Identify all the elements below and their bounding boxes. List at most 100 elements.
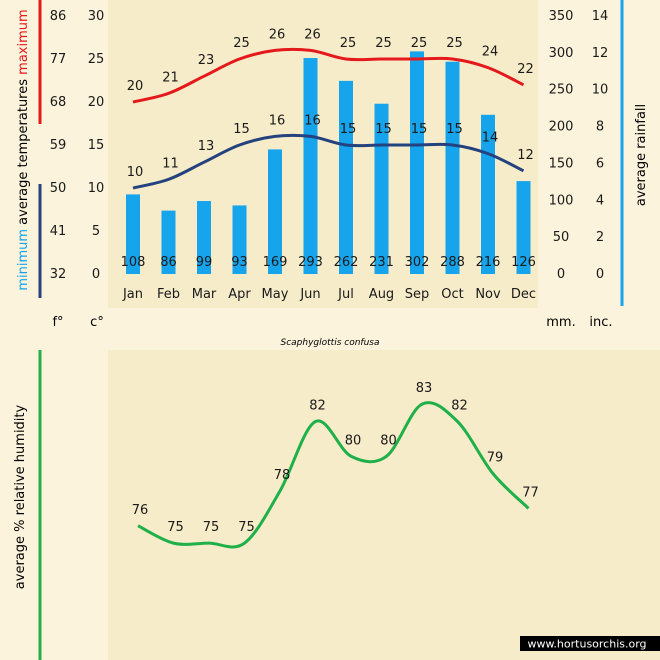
tick-c: 15 [88,138,105,153]
rainfall-bar [161,210,176,274]
rainfall-labels: 108 86 99 93 169 293 262 231 302 288 216 126 [121,255,536,270]
humidity-label: 80 [380,433,397,448]
tick-in: 6 [596,156,604,171]
humidity-label: 79 [487,451,504,466]
rainfall-label: 108 [121,255,146,270]
tick-c: 5 [92,224,100,239]
tick-in: 0 [596,267,604,282]
humidity-line [137,401,530,549]
min-temp-label: 14 [482,131,499,146]
max-temp-label: 25 [446,36,463,51]
rainfall-label: 93 [231,255,248,270]
tick-f: 50 [50,181,67,196]
min-temp-label: 11 [162,156,179,171]
tick-f: 77 [50,52,67,67]
min-temp-label: 15 [375,122,392,137]
humidity-label: 75 [167,520,184,535]
rainfall-bar [410,51,424,274]
left-axis-label-minimum: minimum [16,229,31,291]
tick-mm: 150 [549,156,574,171]
tick-c: 30 [88,9,105,24]
rainfall-label: 216 [476,255,501,270]
tick-mm: 0 [557,267,565,282]
tick-mm: 250 [549,83,574,98]
month-label: Oct [441,287,463,302]
rainfall-bar [303,58,318,274]
max-temp-label: 23 [198,53,215,68]
left-c-ticks: 0 5 10 15 20 25 30 [88,9,105,282]
tick-in: 4 [596,193,604,208]
tick-in: 12 [592,46,609,61]
min-temp-label: 15 [340,122,357,137]
max-temp-label: 20 [127,79,144,94]
month-label: Sep [405,287,430,302]
month-label: Jun [299,287,320,302]
max-temp-label: 25 [411,36,428,51]
tick-in: 8 [596,120,604,135]
max-temp-label: 21 [162,70,179,85]
chart-caption: Scaphyglottis confusa [281,338,380,348]
temperature-lines [132,47,525,190]
min-temp-label: 16 [269,113,286,128]
credit-box [520,636,660,651]
min-temp-label: 16 [304,113,321,128]
humidity-label: 75 [203,520,220,535]
min-temp-label: 10 [127,165,144,180]
min-temp-label: 15 [233,122,250,137]
rainfall-label: 169 [263,255,288,270]
rainfall-label: 293 [298,255,323,270]
month-label: Dec [511,287,536,302]
unit-fahrenheit: f° [52,315,63,330]
top-panel [108,0,538,308]
max-temp-line [132,47,525,104]
month-label: Jul [337,287,354,302]
rainfall-label: 126 [511,255,536,270]
unit-mm: mm. [546,315,575,330]
tick-f: 68 [50,95,67,110]
tick-mm: 100 [549,193,574,208]
month-label: Aug [369,287,394,302]
humidity-labels: 76 75 75 75 78 82 80 80 83 82 79 77 [132,381,539,535]
humidity-label: 82 [309,399,326,414]
humidity-label: 76 [132,503,149,518]
tick-in: 10 [592,83,609,98]
right-axis-label: average rainfall [634,104,649,206]
min-temp-line [132,133,525,190]
humidity-label: 78 [274,468,291,483]
max-temp-label: 25 [340,36,357,51]
tick-f: 41 [50,224,67,239]
max-temp-label: 24 [482,45,499,60]
tick-f: 59 [50,138,67,153]
unit-inch: inc. [589,315,612,330]
left-axis-label: minimum average temperatures maximum [16,9,31,290]
max-temp-label: 26 [269,27,286,42]
humidity-label: 82 [451,399,468,414]
rainfall-bar [197,201,211,274]
rainfall-label: 262 [334,255,359,270]
month-label: Mar [192,287,217,302]
tick-mm: 350 [549,9,574,24]
month-label: May [262,287,289,302]
month-label: Feb [157,287,180,302]
tick-mm: 200 [549,120,574,135]
tick-f: 32 [50,267,67,282]
credit-text: www.hortusorchis.org [527,638,646,651]
rainfall-bar [339,80,353,275]
unit-celsius: c° [90,315,104,330]
max-temp-label: 25 [375,36,392,51]
month-labels: Jan Feb Mar Apr May Jun Jul Aug Sep Oct Nov Dec [122,287,536,302]
max-temp-label: 22 [517,62,534,77]
temperature-labels: 20 21 23 25 26 26 25 25 25 25 24 22 10 11 13 15 16 16 15 15… [127,27,534,180]
bottom-panel [108,350,660,660]
right-in-ticks: 0 2 4 6 8 10 12 14 [592,9,609,282]
rainfall-bar [126,194,140,274]
tick-c: 10 [88,181,105,196]
humidity-label: 75 [238,520,255,535]
rainfall-label: 288 [440,255,465,270]
humidity-label: 80 [345,433,362,448]
left-axis-label-maximum: maximum [16,9,31,75]
tick-f: 86 [50,9,67,24]
min-temp-label: 13 [198,139,215,154]
month-label: Jan [122,287,143,302]
